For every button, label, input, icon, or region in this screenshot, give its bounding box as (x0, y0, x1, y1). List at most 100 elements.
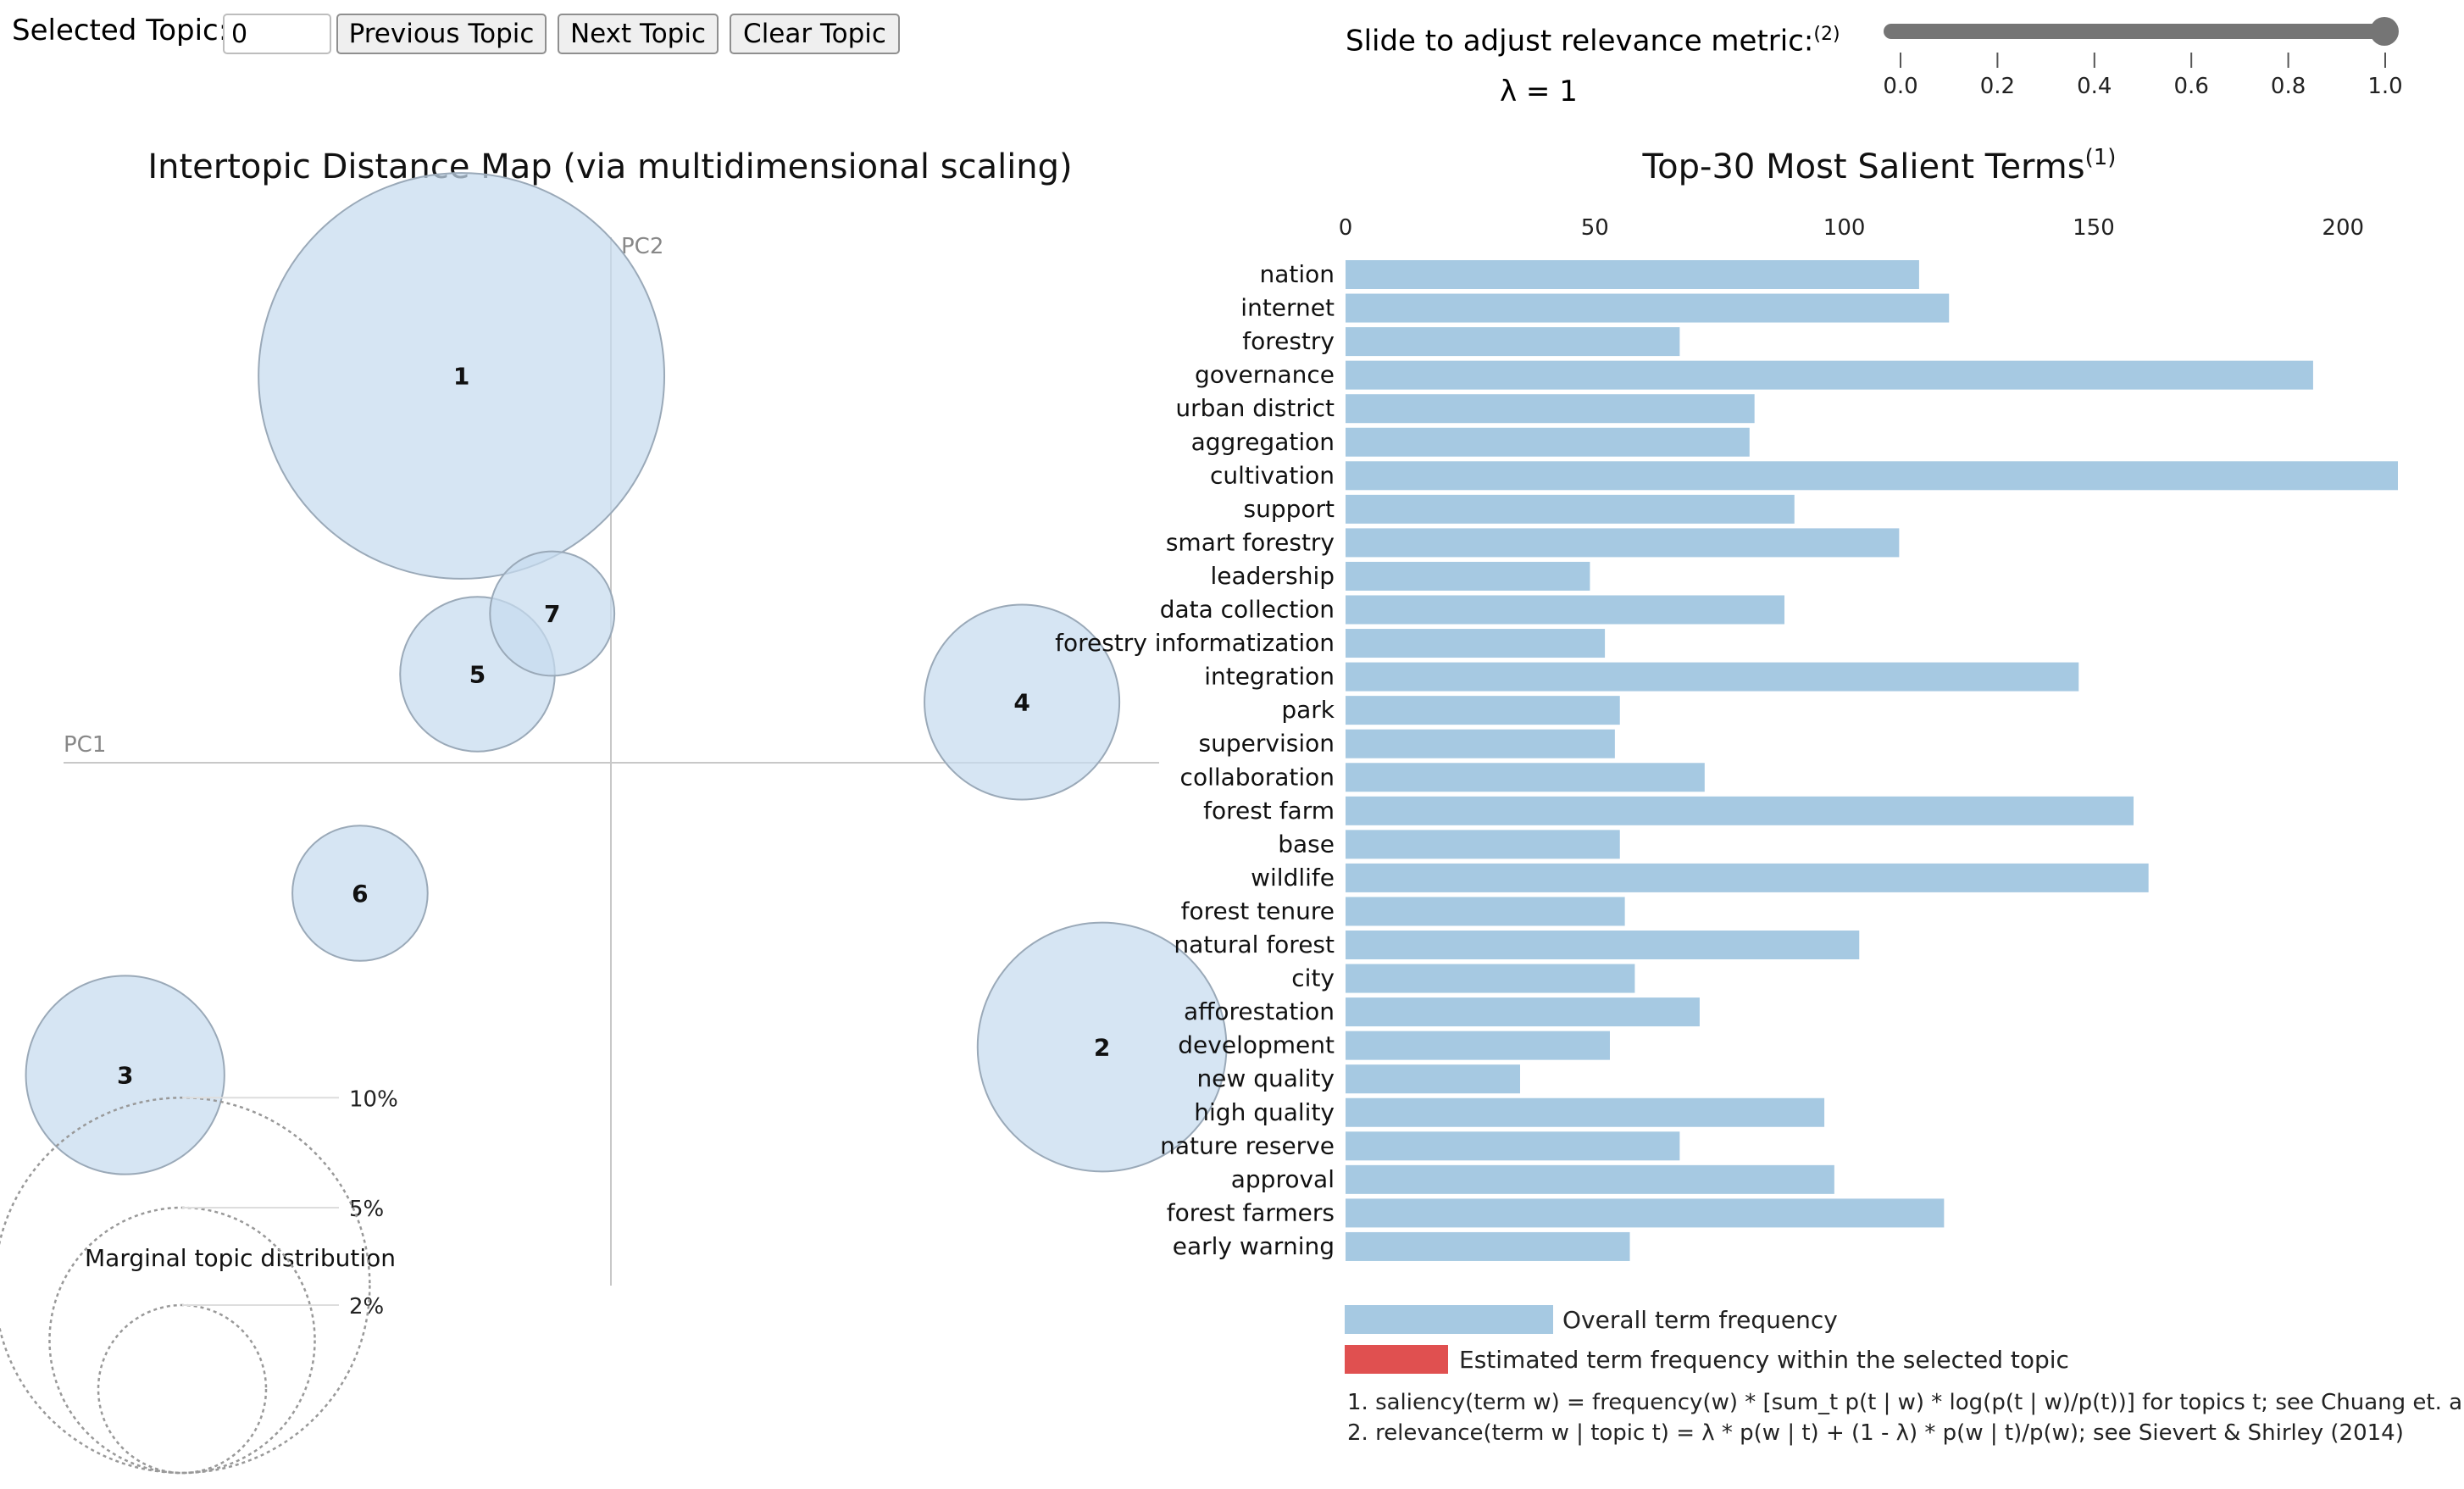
term-bar[interactable] (1346, 1097, 1825, 1127)
term-label[interactable]: forest tenure (1181, 897, 1335, 925)
legend-label-2%: 2% (349, 1294, 384, 1320)
pc1-label: PC1 (64, 732, 106, 758)
topic-label-5: 5 (469, 661, 486, 689)
term-bar[interactable] (1346, 696, 1620, 725)
term-label[interactable]: city (1291, 964, 1335, 992)
term-label[interactable]: afforestation (1184, 997, 1335, 1025)
relevance-footnote-ref: (2) (1813, 24, 1840, 45)
term-label[interactable]: forestry (1242, 327, 1335, 355)
term-label[interactable]: leadership (1210, 562, 1335, 590)
term-label[interactable]: governance (1195, 361, 1335, 389)
term-bar[interactable] (1346, 427, 1750, 457)
term-bar[interactable] (1346, 1131, 1680, 1161)
term-label[interactable]: supervision (1199, 730, 1335, 758)
term-label[interactable]: nature reserve (1160, 1131, 1335, 1159)
term-bar[interactable] (1346, 293, 1950, 323)
term-bar[interactable] (1346, 561, 1590, 591)
term-bar[interactable] (1346, 327, 1680, 357)
term-label[interactable]: park (1281, 696, 1335, 724)
term-label[interactable]: forest farm (1203, 797, 1335, 825)
term-bar[interactable] (1346, 863, 2149, 892)
term-bar[interactable] (1346, 1064, 1521, 1094)
term-bar[interactable] (1346, 360, 2313, 390)
term-label[interactable]: approval (1231, 1165, 1335, 1193)
marginal-legend-title: Marginal topic distribution (85, 1244, 396, 1272)
term-label[interactable]: development (1178, 1031, 1335, 1059)
topic-bubble-3[interactable] (25, 975, 225, 1175)
term-label[interactable]: natural forest (1174, 931, 1335, 958)
term-bar[interactable] (1346, 964, 1635, 993)
term-label[interactable]: urban district (1175, 394, 1335, 422)
term-bar[interactable] (1346, 763, 1705, 792)
topic-bubble-4[interactable] (924, 603, 1121, 801)
topic-bubbles: 1 2 3 4 5 6 7 (25, 172, 1228, 1175)
previous-topic-button[interactable]: Previous Topic (336, 14, 547, 54)
term-bar[interactable] (1346, 897, 1625, 926)
term-label[interactable]: nation (1259, 260, 1335, 288)
term-bar[interactable] (1346, 595, 1784, 625)
term-bar[interactable] (1346, 394, 1755, 424)
bar-tick-label: 100 (1823, 215, 1866, 241)
selected-topic-input[interactable] (223, 14, 331, 54)
term-bar[interactable] (1346, 1164, 1834, 1194)
term-bar[interactable] (1346, 1198, 1945, 1228)
term-label[interactable]: aggregation (1191, 428, 1335, 456)
topic-bubble-7[interactable] (489, 550, 616, 677)
legend-overall-swatch (1345, 1305, 1553, 1334)
term-label[interactable]: smart forestry (1166, 528, 1335, 556)
term-bar[interactable] (1346, 997, 1700, 1027)
term-bar[interactable] (1346, 729, 1615, 758)
term-bar[interactable] (1346, 796, 2134, 825)
slider-tick-label: 0.2 (1980, 74, 2015, 99)
term-label[interactable]: early warning (1173, 1232, 1335, 1260)
legend-selected-swatch (1345, 1345, 1448, 1374)
relevance-slider-text: Slide to adjust relevance metric: (1346, 24, 1814, 58)
term-bar[interactable] (1346, 461, 2398, 491)
term-bar[interactable] (1346, 830, 1620, 859)
term-label[interactable]: new quality (1196, 1064, 1335, 1092)
slider-ticks: 0.0 0.2 0.4 0.6 0.8 1.0 (1883, 53, 2403, 99)
term-bar[interactable] (1346, 931, 1860, 959)
topic-bubble-6[interactable] (291, 825, 429, 962)
slider-tick-label: 0.4 (2077, 74, 2112, 99)
term-label[interactable]: integration (1204, 663, 1335, 691)
map-title: Intertopic Distance Map (via multidimens… (147, 147, 1072, 186)
term-label[interactable]: collaboration (1180, 763, 1335, 791)
legend-selected-label: Estimated term frequency within the sele… (1459, 1346, 2069, 1374)
next-topic-button[interactable]: Next Topic (558, 14, 719, 54)
term-bar[interactable] (1346, 494, 1795, 524)
legend-label-10%: 10% (349, 1086, 398, 1112)
term-bar[interactable] (1346, 1031, 1610, 1060)
bar-x-axis: 0 50 100 150 200 (1339, 215, 2364, 241)
term-label[interactable]: forest farmers (1167, 1198, 1335, 1226)
slider-tick-label: 0.6 (2174, 74, 2209, 99)
slider-handle[interactable] (2370, 17, 2399, 46)
legend-label-5%: 5% (349, 1197, 384, 1222)
term-label[interactable]: cultivation (1210, 461, 1335, 489)
clear-topic-button[interactable]: Clear Topic (730, 14, 900, 54)
footnote-relevance: 2. relevance(term w | topic t) = λ * p(w… (1347, 1420, 2404, 1446)
legend-circle-2% (97, 1303, 268, 1475)
topic-label-1: 1 (453, 363, 469, 391)
term-label[interactable]: internet (1240, 294, 1335, 322)
marginal-legend: 2% 5% 10% (0, 1086, 398, 1475)
term-label[interactable]: data collection (1160, 596, 1335, 624)
term-bars (1346, 260, 2398, 1261)
term-bar[interactable] (1346, 1231, 1630, 1261)
slider-tick-label: 0.8 (2271, 74, 2306, 99)
term-label[interactable]: high quality (1194, 1098, 1335, 1126)
term-bar[interactable] (1346, 662, 2079, 692)
term-bar[interactable] (1346, 629, 1606, 658)
term-label[interactable]: forestry informatization (1055, 629, 1335, 657)
term-bar[interactable] (1346, 528, 1900, 558)
topic-bubble-2[interactable] (976, 921, 1228, 1173)
term-label[interactable]: wildlife (1251, 864, 1335, 892)
term-label[interactable]: base (1278, 830, 1335, 858)
relevance-slider[interactable]: 0.0 0.2 0.4 0.6 0.8 1.0 (1883, 17, 2403, 99)
term-bar[interactable] (1346, 260, 1919, 289)
topic-bubble-1[interactable] (258, 172, 666, 580)
bar-tick-label: 200 (2322, 215, 2364, 241)
term-label[interactable]: support (1243, 495, 1335, 523)
